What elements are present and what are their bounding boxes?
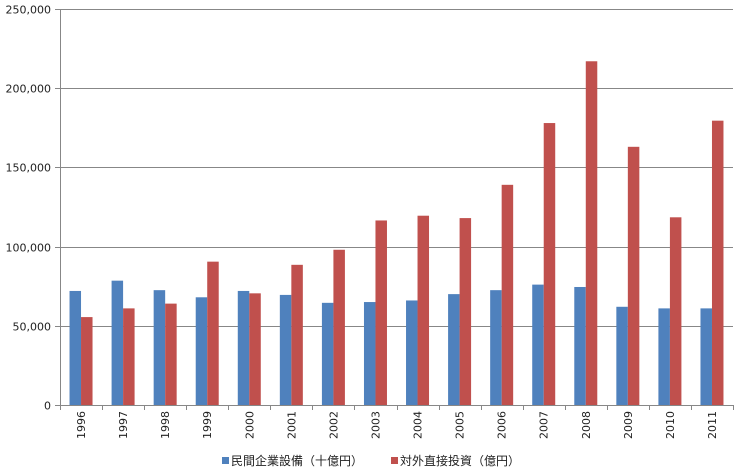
y-tick-label: 250,000 xyxy=(6,4,52,17)
axes xyxy=(60,9,733,406)
bar-series2-2001 xyxy=(291,264,303,405)
bar-series1-2009 xyxy=(616,306,628,405)
bar-series2-2002 xyxy=(333,249,345,405)
bar-series2-2007 xyxy=(543,123,556,406)
bar-series1-1996 xyxy=(69,290,82,405)
y-tick-label: 100,000 xyxy=(6,242,52,255)
bar-series1-1997 xyxy=(111,280,124,405)
bar-series1-2003 xyxy=(363,302,376,405)
bar-series2-2005 xyxy=(459,218,472,405)
x-tick-label: 2007 xyxy=(538,411,551,439)
x-tick-label: 1996 xyxy=(75,411,88,439)
legend-label: 対外直接投資（億円） xyxy=(400,453,520,468)
bar-series1-2004 xyxy=(406,300,418,405)
x-tick-label: 2008 xyxy=(580,411,593,439)
x-tick-label: 2010 xyxy=(664,411,677,439)
x-tick-label: 2003 xyxy=(369,411,382,439)
bar-series1-2006 xyxy=(490,290,502,405)
bar-series1-2011 xyxy=(700,308,712,405)
bar-series2-1999 xyxy=(207,261,219,405)
bar-series1-2000 xyxy=(237,290,250,405)
x-tick-label: 2004 xyxy=(412,411,425,439)
bar-series1-2008 xyxy=(574,286,586,405)
bar-series2-2003 xyxy=(375,220,387,405)
y-tick-label: 0 xyxy=(44,400,51,413)
bar-series2-2009 xyxy=(627,146,640,405)
bar-series2-1997 xyxy=(123,308,135,405)
bars xyxy=(69,61,724,406)
bar-series2-1998 xyxy=(165,303,177,405)
x-tick-label: 1998 xyxy=(159,411,172,439)
x-tick-label: 1999 xyxy=(201,411,214,439)
x-tick-label: 2001 xyxy=(285,411,298,439)
bar-series1-1998 xyxy=(153,290,166,405)
x-tick-label: 2002 xyxy=(327,411,340,439)
x-tick-label: 2005 xyxy=(454,411,467,439)
bar-series1-2002 xyxy=(321,302,334,405)
bar-series2-2011 xyxy=(711,120,724,406)
x-axis-ticks: 1996 1997 1998 1999 2000 2001 2002 2003 2004 2005… xyxy=(60,405,734,439)
x-tick-label: 2006 xyxy=(496,411,509,439)
legend-label: 民間企業設備（十億円） xyxy=(231,453,363,468)
y-axis-ticks: 0 50,000 100,000 150,000 200,000 250,000 xyxy=(6,4,60,413)
y-tick-label: 50,000 xyxy=(13,321,52,334)
legend-swatch xyxy=(391,457,398,464)
bar-series2-2008 xyxy=(585,61,598,406)
bar-series2-2006 xyxy=(501,184,514,405)
x-tick-label: 1997 xyxy=(117,411,130,439)
legend-swatch xyxy=(222,457,229,464)
bar-series2-2000 xyxy=(249,293,261,405)
x-tick-label: 2000 xyxy=(243,411,256,439)
x-tick-label: 2011 xyxy=(706,411,719,439)
bar-series1-2007 xyxy=(532,284,544,405)
y-tick-label: 150,000 xyxy=(6,162,52,175)
bar-series1-2010 xyxy=(658,308,670,405)
x-tick-label: 2009 xyxy=(622,411,635,439)
bar-series1-2001 xyxy=(279,294,292,405)
y-tick-label: 200,000 xyxy=(6,83,52,96)
legend: 民間企業設備（十億円） 対外直接投資（億円） xyxy=(222,453,520,468)
bar-series2-1996 xyxy=(81,317,93,405)
bar-series2-2010 xyxy=(669,217,682,405)
bar-series1-1999 xyxy=(195,297,208,405)
bar-series1-2005 xyxy=(448,294,460,405)
bar-series2-2004 xyxy=(417,215,430,405)
